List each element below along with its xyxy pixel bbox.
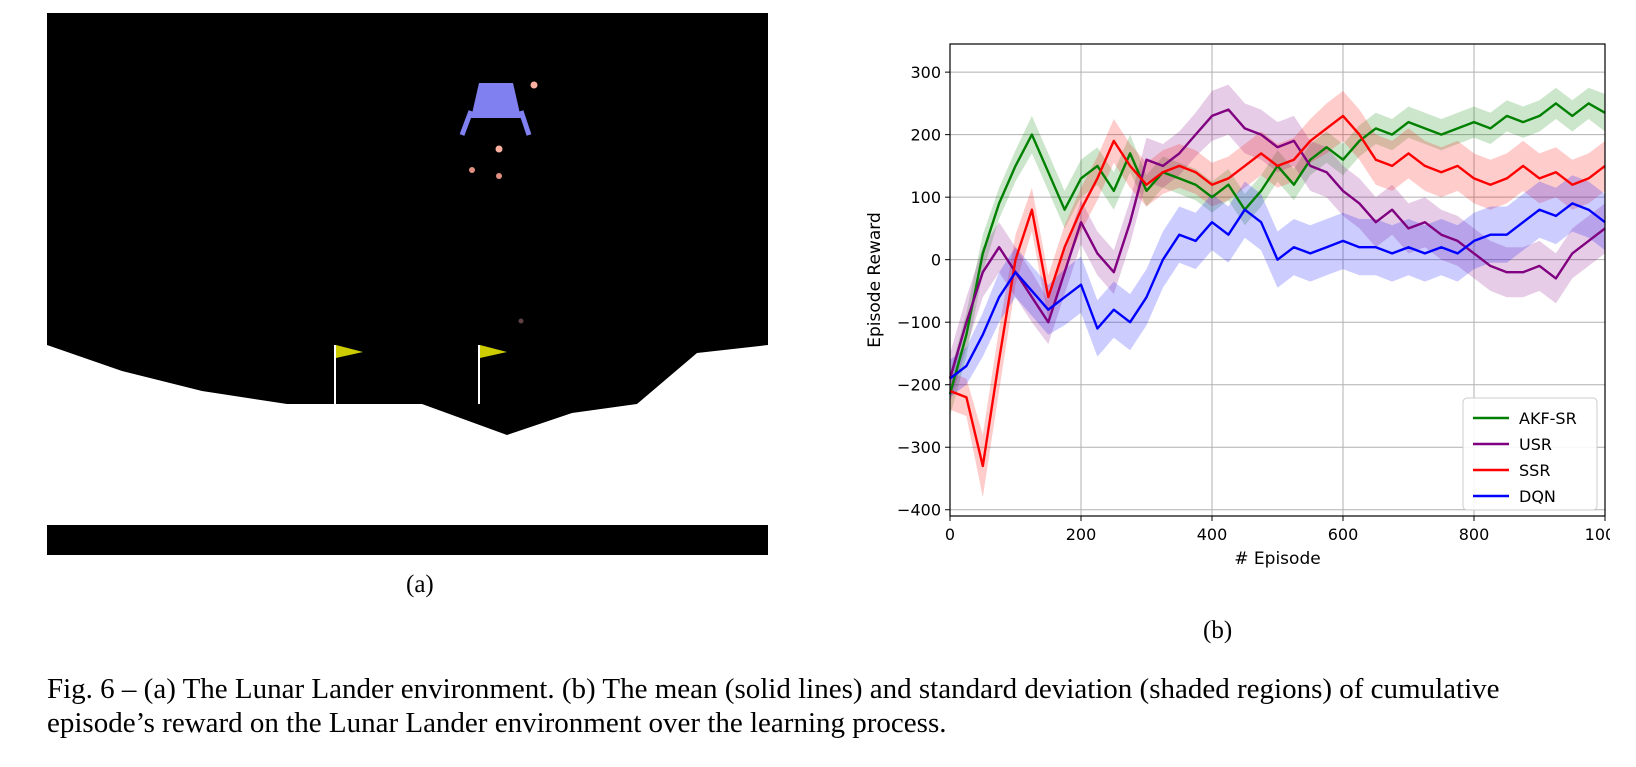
y-tick-label: 100 (910, 188, 941, 207)
x-tick-label: 800 (1459, 525, 1490, 544)
particle (495, 145, 503, 153)
series-line-dqn (949, 202, 1606, 380)
y-tick-label: −100 (897, 313, 941, 332)
right-flag (480, 345, 507, 358)
std-band-ssr (950, 90, 1605, 498)
lunar-lander-scene (47, 13, 768, 555)
std-band-dqn (950, 175, 1605, 398)
series-line-usr (948, 108, 1606, 379)
x-axis-label: # Episode (1234, 549, 1320, 569)
lander-body (471, 83, 521, 118)
y-tick-label: −400 (897, 501, 941, 520)
lander-left-leg (459, 110, 474, 136)
bottom-band (47, 525, 768, 555)
particle (469, 167, 475, 173)
lander-right-leg (518, 110, 532, 136)
moon-surface (47, 345, 768, 525)
y-tick-label: 300 (910, 63, 941, 82)
y-tick-label: −200 (897, 376, 941, 395)
panel-a-label: (a) (406, 571, 434, 598)
left-flag (336, 345, 363, 358)
std-band-akf-sr (950, 87, 1605, 417)
legend-label-ssr: SSR (1519, 461, 1550, 480)
x-tick-label: 600 (1328, 525, 1359, 544)
plot-frame (949, 43, 1606, 517)
y-tick-label: 200 (910, 126, 941, 145)
x-tick-label: 200 (1066, 525, 1097, 544)
y-tick-label: 0 (931, 251, 941, 270)
particle (530, 81, 538, 89)
series-line-ssr (949, 114, 1606, 468)
y-tick-label: −300 (897, 438, 941, 457)
figure-caption: Fig. 6 – (a) The Lunar Lander environmen… (47, 673, 1500, 739)
y-axis-label: Episode Reward (865, 212, 885, 347)
legend-label-dqn: DQN (1519, 487, 1556, 506)
legend-label-akf-sr: AKF-SR (1519, 409, 1577, 428)
series-lines (948, 102, 1606, 468)
legend: AKF-SR USR SSR DQN (1462, 397, 1598, 511)
particle (518, 318, 524, 324)
legend-box (1462, 397, 1598, 511)
x-tick-label: 400 (1197, 525, 1228, 544)
legend-label-usr: USR (1519, 435, 1552, 454)
panel-b-label: (b) (1203, 617, 1233, 644)
particle (496, 173, 502, 179)
x-tick-label: 0 (945, 525, 955, 544)
